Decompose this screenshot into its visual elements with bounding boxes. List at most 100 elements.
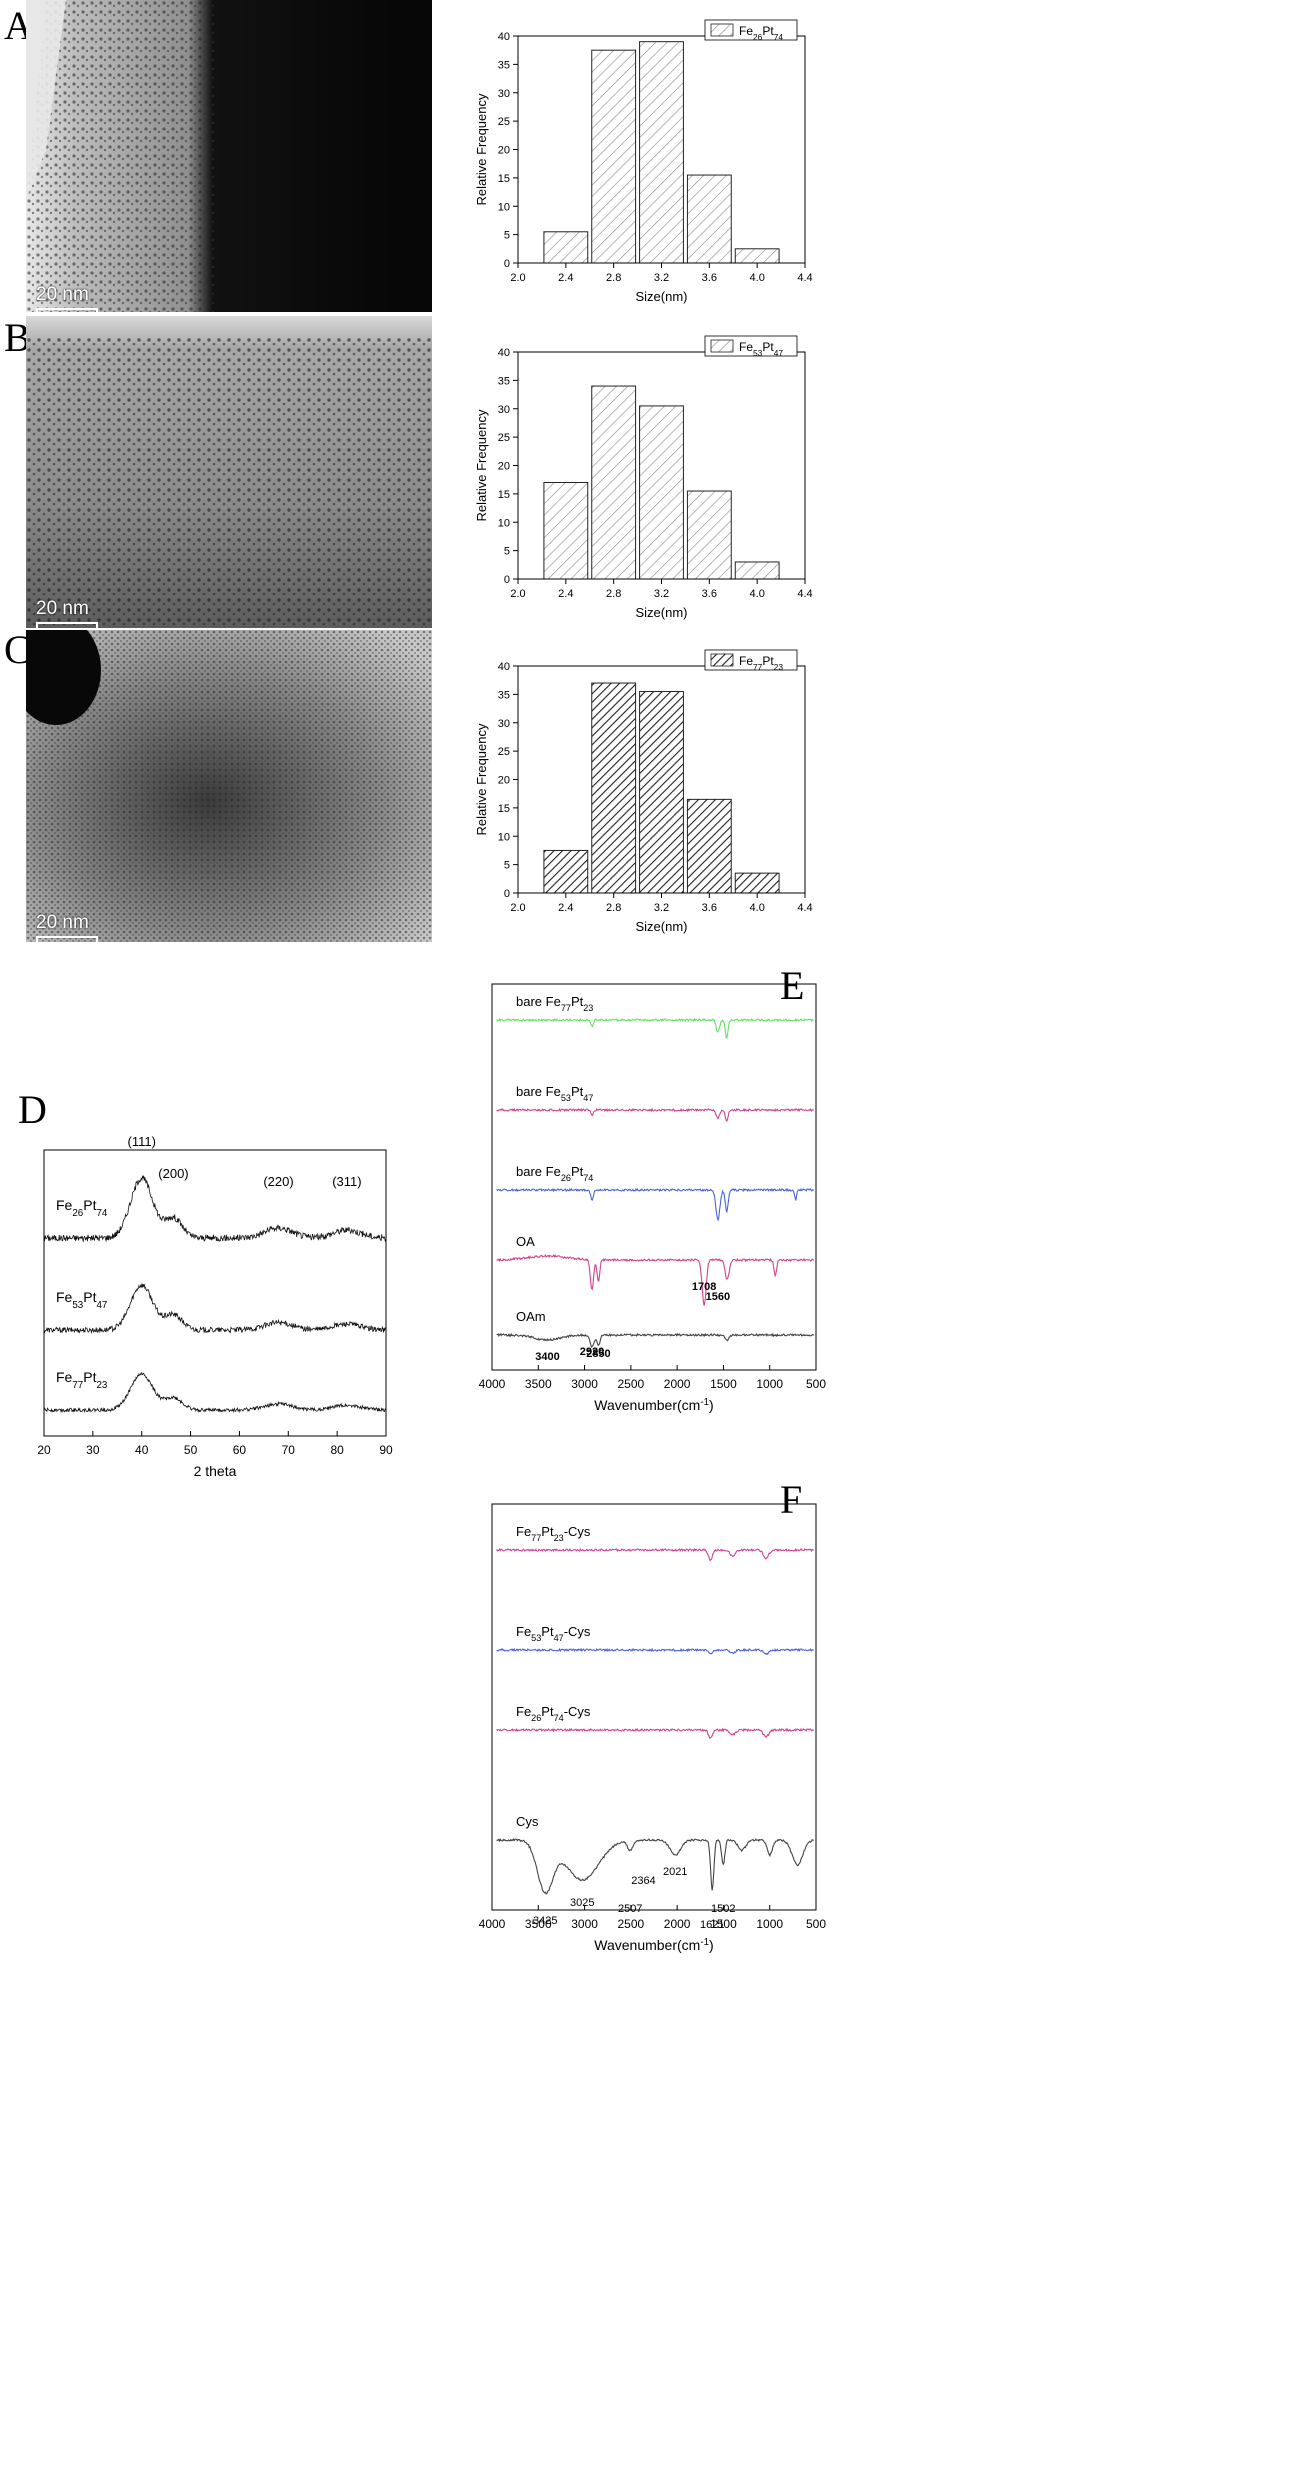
ftir-series-label: Fe77Pt23-Cys — [516, 1524, 591, 1543]
legend-label: Fe26Pt74 — [739, 24, 783, 42]
x-tick-label: 2.0 — [510, 272, 525, 284]
peak-annotation: 1708 — [692, 1281, 716, 1293]
xrd-series-label-part: 53 — [72, 1300, 83, 1311]
ftir-series-line — [496, 1253, 815, 1306]
x-axis-label: Wavenumber(cm-1) — [594, 1937, 713, 1954]
y-axis-label: Relative Frequency — [474, 409, 489, 521]
xrd-series-label-part: Fe — [56, 1369, 73, 1385]
xrd-chart: Fe26Pt74Fe53Pt47Fe77Pt23(111)(200)(220)(… — [37, 1134, 393, 1479]
legend-label-part: Pt — [762, 654, 774, 668]
xrd-series-label-part: 23 — [96, 1380, 107, 1391]
legend-label-part: 53 — [753, 348, 763, 358]
y-tick-label: 35 — [498, 689, 510, 701]
ftir-series-line — [496, 1647, 814, 1656]
legend-label-part: 77 — [753, 662, 763, 672]
x-tick-label: 80 — [330, 1443, 344, 1457]
ftir-series-line — [496, 1837, 814, 1895]
ftir-series-label: Fe53Pt47-Cys — [516, 1624, 591, 1643]
legend-label: Fe53Pt47 — [739, 340, 783, 358]
ftir-series-label-part: Fe — [516, 1524, 531, 1539]
x-axis-label-part: ) — [709, 1397, 714, 1413]
ftir-series-label-part: Pt — [571, 994, 584, 1009]
x-tick-label: 2.0 — [510, 588, 525, 600]
legend-label-part: Pt — [762, 24, 774, 38]
plot-frame — [491, 1503, 817, 1911]
x-tick-label: 4.4 — [797, 272, 812, 284]
xrd-series-label-part: Pt — [83, 1289, 96, 1305]
ftir-series-label-part: -Cys — [564, 1704, 591, 1719]
y-tick-label: 15 — [498, 173, 510, 185]
x-tick-label: 3000 — [571, 1377, 598, 1391]
x-tick-label: 1000 — [756, 1377, 783, 1391]
x-tick-label: 4000 — [479, 1377, 506, 1391]
ftir-series-label-part: Pt — [541, 1624, 554, 1639]
peak-annotation: 3400 — [535, 1351, 559, 1363]
x-tick-label: 20 — [37, 1443, 51, 1457]
tem-image-b — [26, 316, 432, 628]
histogram-bar — [686, 174, 732, 264]
ftir-series-label-part: 74 — [583, 1173, 593, 1183]
y-tick-label: 25 — [498, 432, 510, 444]
x-axis-label-part: -1 — [700, 1937, 709, 1948]
peak-annotation: 2850 — [586, 1348, 610, 1360]
y-tick-label: 0 — [504, 888, 510, 900]
ftir-series-label-part: 26 — [531, 1713, 541, 1723]
ftir-series-label-part: 53 — [531, 1633, 541, 1643]
y-tick-label: 30 — [498, 404, 510, 416]
xrd-series-label-part: Fe — [56, 1289, 73, 1305]
y-tick-label: 10 — [498, 831, 510, 843]
x-tick-label: 1500 — [710, 1917, 737, 1931]
y-axis-label: Relative Frequency — [474, 93, 489, 205]
y-tick-label: 10 — [498, 201, 510, 213]
y-tick-label: 25 — [498, 116, 510, 128]
ftir-series-label: bare Fe53Pt47 — [516, 1084, 593, 1103]
scale-bar-line — [36, 936, 98, 944]
ftir-series-label-part: 47 — [583, 1093, 593, 1103]
ftir-series-line — [496, 1017, 814, 1039]
ftir-series-label: OA — [516, 1234, 535, 1249]
y-tick-label: 20 — [498, 145, 510, 157]
x-tick-label: 2.4 — [558, 272, 573, 284]
tem-image-c — [26, 630, 432, 942]
ftir-series-label-part: 74 — [554, 1713, 564, 1723]
x-axis-label-part: -1 — [700, 1397, 709, 1408]
ftir-series-label-part: 23 — [583, 1003, 593, 1013]
y-tick-label: 15 — [498, 489, 510, 501]
x-axis-label: Size(nm) — [635, 289, 687, 304]
peak-label: (220) — [263, 1174, 293, 1189]
ftir-series-label: OAm — [516, 1309, 546, 1324]
peak-label: (311) — [332, 1174, 361, 1189]
xrd-series-label-part: Pt — [83, 1197, 96, 1213]
x-axis-label-part: Wavenumber(cm — [594, 1397, 700, 1413]
x-tick-label: 4.0 — [750, 272, 765, 284]
legend-label-part: 74 — [774, 32, 784, 42]
scale-bar-c: 20 nm — [36, 912, 98, 944]
ftir-series-label: bare Fe77Pt23 — [516, 994, 593, 1013]
ftir-series-label-part: bare Fe — [516, 1164, 561, 1179]
y-tick-label: 5 — [504, 230, 510, 242]
xrd-series-label: Fe77Pt23 — [56, 1369, 108, 1391]
x-tick-label: 40 — [135, 1443, 149, 1457]
ftir-series-label-part: bare Fe — [516, 1084, 561, 1099]
peak-annotation: 1621 — [700, 1919, 724, 1931]
ftir-series-label-part: OA — [516, 1234, 535, 1249]
legend-label: Fe77Pt23 — [739, 654, 783, 672]
ftir-series-label-part: Pt — [541, 1524, 554, 1539]
xrd-series-label-part: Pt — [83, 1369, 96, 1385]
ftir-series-line — [496, 1547, 814, 1562]
x-tick-label: 3.2 — [654, 272, 669, 284]
y-tick-label: 40 — [498, 31, 510, 43]
histogram-bar — [734, 248, 780, 264]
x-tick-label: 3500 — [525, 1917, 552, 1931]
ftir-series-label-part: Pt — [571, 1164, 584, 1179]
histogram-bar — [543, 482, 589, 580]
legend-label-part: Fe — [739, 24, 753, 38]
y-tick-label: 40 — [498, 347, 510, 359]
plot-frame — [491, 983, 817, 1371]
panel-letter-f: F — [780, 1477, 803, 1522]
ftir-series-label-part: Pt — [571, 1084, 584, 1099]
xrd-series-label-part: 77 — [72, 1380, 83, 1391]
histogram-bar — [543, 231, 589, 264]
ftir-series-label-part: 47 — [554, 1633, 564, 1643]
